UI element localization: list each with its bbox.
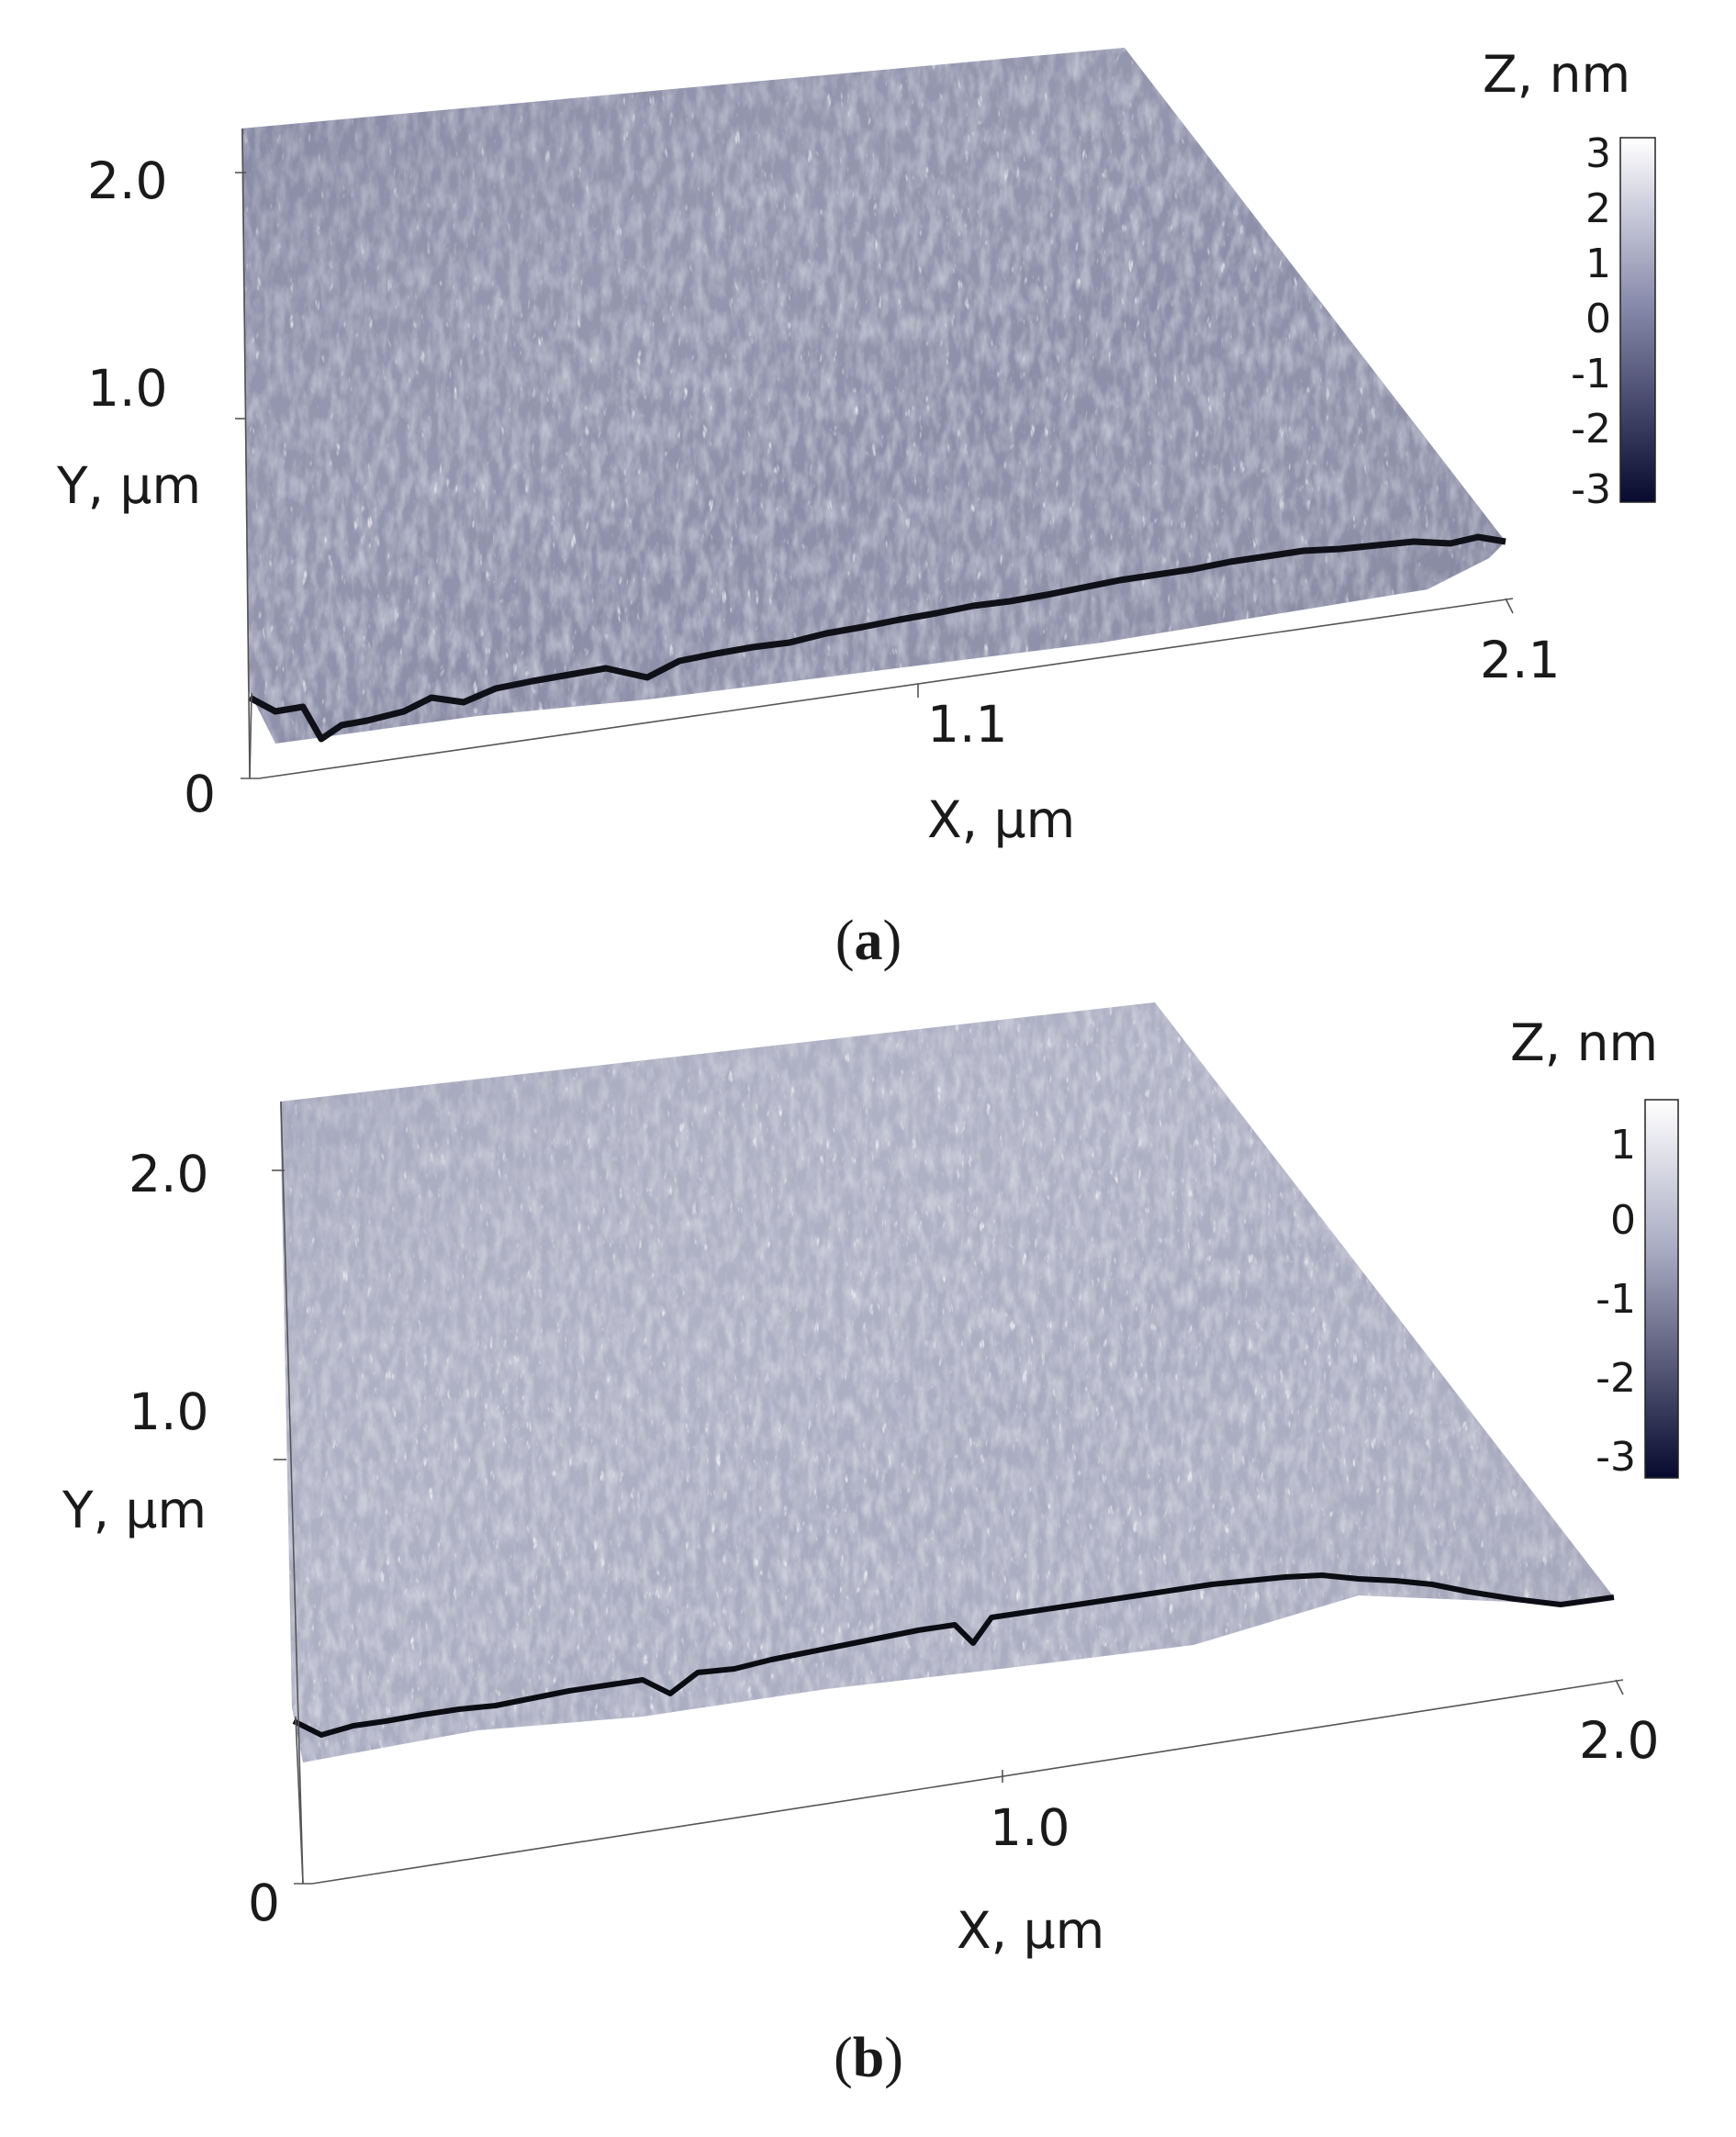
colorbar-a-tick: -3	[1571, 466, 1611, 513]
tick-b-x-2	[1615, 1679, 1624, 1695]
colorbar-b: Z, nm 1 0 -1 -2 -3	[1510, 1013, 1679, 1481]
axis-a-y	[241, 128, 251, 779]
colorbar-a: Z, nm 3 2 1 0 -1 -2 -3	[1483, 45, 1656, 513]
surface-a-shading	[241, 48, 1506, 744]
surface-b-shading	[280, 1002, 1614, 1762]
colorbar-a-tick: 2	[1585, 185, 1611, 232]
axis-a-x	[258, 598, 1514, 779]
colorbar-a-tick: -2	[1571, 406, 1611, 453]
y-tick-b-1: 1.0	[129, 1382, 208, 1441]
surface-a	[241, 48, 1506, 744]
colorbar-b-title: Z, nm	[1510, 1013, 1658, 1072]
y-label-b: Y, µm	[62, 1481, 207, 1539]
y-tick-b-2: 2.0	[129, 1145, 208, 1203]
axis-b-y	[280, 1101, 304, 1885]
colorbar-a-tick: 3	[1585, 130, 1611, 177]
colorbar-b-tick: -2	[1596, 1355, 1636, 1402]
caption-a: (a)	[835, 910, 902, 972]
x-label-a: X, µm	[927, 790, 1075, 849]
axes-a	[235, 128, 1514, 779]
surface-a-front-edge	[248, 533, 1506, 743]
x-label-b: X, µm	[957, 1901, 1104, 1960]
x-tick-b-2: 2.0	[1579, 1711, 1659, 1770]
panel-a: 2.0 1.0 Y, µm 0 1.1 2.1 X, µm Z, nm 3 2 …	[56, 45, 1656, 972]
colorbar-a-tick: 1	[1585, 241, 1611, 287]
colorbar-b-tick: -3	[1596, 1434, 1636, 1481]
tick-a-x-2	[1505, 598, 1514, 614]
colorbar-b-tick: 0	[1610, 1197, 1636, 1244]
colorbar-a-title: Z, nm	[1483, 45, 1630, 104]
x-tick-a-2: 2.1	[1480, 631, 1560, 689]
axes-b	[272, 1101, 1624, 1885]
y-tick-b-0: 0	[248, 1874, 280, 1932]
surface-b-front-edge	[292, 1572, 1615, 1738]
colorbar-a-tick: 0	[1585, 296, 1611, 342]
panel-b: 2.0 1.0 Y, µm 0 1.0 2.0 X, µm Z, nm 1 0 …	[62, 1002, 1679, 2089]
colorbar-a-bar	[1619, 137, 1656, 503]
colorbar-b-tick: 1	[1610, 1122, 1636, 1169]
colorbar-b-tick: -1	[1596, 1276, 1636, 1323]
y-label-a: Y, µm	[56, 456, 201, 515]
axis-b-z	[295, 1716, 304, 1885]
x-tick-a-1: 1.1	[927, 695, 1007, 754]
y-tick-a-2: 2.0	[87, 151, 167, 210]
x-tick-b-1: 1.0	[990, 1798, 1070, 1857]
colorbar-a-tick: -1	[1571, 351, 1611, 397]
axis-b-x	[311, 1679, 1624, 1885]
colorbar-b-bar	[1644, 1099, 1679, 1479]
surface-b	[280, 1002, 1615, 1762]
y-tick-a-0: 0	[184, 765, 216, 823]
y-tick-a-1: 1.0	[87, 359, 167, 418]
caption-b: (b)	[834, 2027, 903, 2089]
axis-a-z	[249, 692, 252, 779]
